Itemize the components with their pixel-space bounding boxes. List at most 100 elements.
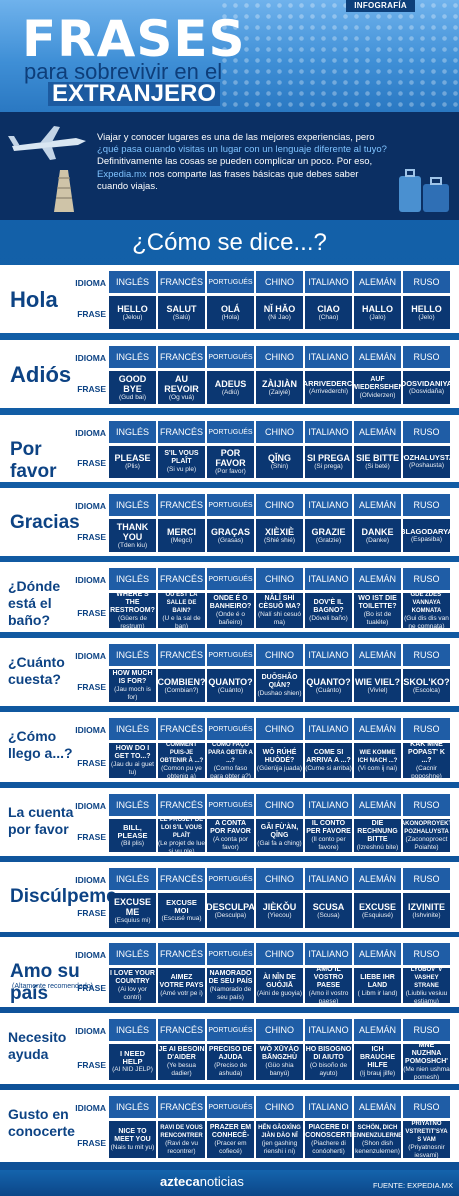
phrase-text: EXCUSE xyxy=(358,901,396,912)
phrase-cell: PLEASE (Plis) xyxy=(109,446,156,478)
language-header: ALEMÁN xyxy=(354,494,401,516)
expedia-link[interactable]: Expedia.mx xyxy=(97,168,147,180)
language-header: ALEMÁN xyxy=(354,1019,401,1041)
phrase-text: JIÈKǑU xyxy=(262,901,297,912)
phrase-text: QUANTO? xyxy=(306,676,351,687)
language-header: CHINO xyxy=(256,943,303,965)
language-header: CHINO xyxy=(256,346,303,368)
language-header: RUSO xyxy=(403,718,450,740)
language-header: ALEMÁN xyxy=(354,1096,401,1118)
phrase-text: WǑ RÚHÉ HUÒDÉ? xyxy=(262,748,297,764)
phrase-text: HELLO xyxy=(411,303,442,314)
pronunciation-text: (Poshausta) xyxy=(408,462,445,469)
language-header: ITALIANO xyxy=(305,718,352,740)
phrase-cell: NICE TO MEET YOU (Nais tu mit yu) xyxy=(109,1121,156,1158)
phrase-text: BILL, PLEASE xyxy=(117,822,148,840)
frase-label: FRASE xyxy=(77,1060,106,1070)
phrase-cell: EXCUSE ME (Esquius mi) xyxy=(109,893,156,928)
pronunciation-text: (Shon dish kenenzulernen) xyxy=(355,1139,400,1155)
phrase-note: (Altamente recomendado) xyxy=(12,983,93,990)
phrase-cell: SI PREGA (Si prega) xyxy=(305,446,352,478)
pronunciation-text: (Me nien ushma pomesh) xyxy=(403,1066,450,1080)
phrase-section: Gracias IDIOMA FRASE INGLÉS THANK YOU (Tden k… xyxy=(0,488,459,556)
phrase-label: Gracias xyxy=(10,512,80,533)
pronunciation-text: (Priyatnosnir iesvami) xyxy=(408,1143,445,1159)
pronunciation-text: (Salú) xyxy=(172,313,191,321)
phrase-cell: WǑ XŪYÀO BĀNGZHÙ (Güo shia banyú) xyxy=(256,1044,303,1080)
phrase-label: ¿Cómo llego a...? xyxy=(8,728,73,761)
frase-label: FRASE xyxy=(77,682,106,692)
pronunciation-text: (Espasiba) xyxy=(410,535,443,543)
pronunciation-text: (Cume si arriba) xyxy=(305,764,352,772)
phrase-cell: HELLO (Jelou) xyxy=(109,296,156,329)
language-header: INGLÉS xyxy=(109,718,156,740)
language-header: ALEMÁN xyxy=(354,271,401,293)
phrase-text: HELLO xyxy=(117,303,148,314)
pronunciation-text: (O bisoño de ayuto) xyxy=(309,1062,348,1077)
idioma-label: IDIOMA xyxy=(75,725,106,735)
phrase-cell: NAMORADO DE SEU PAÍS (Namorado de seu paí… xyxy=(207,968,254,1003)
pronunciation-text: (Dushao shien) xyxy=(257,689,302,697)
pronunciation-text: (Il conto per favore) xyxy=(311,835,346,851)
language-header: ITALIANO xyxy=(305,943,352,965)
phrase-text: COMO FAÇO PARA OBTER A ...? xyxy=(208,743,253,764)
phrase-text: PIACERE DI CONOSCERTI xyxy=(305,1123,352,1139)
pronunciation-text: (Danke) xyxy=(365,536,390,544)
language-header: PORTUGUÉS xyxy=(207,346,254,368)
pronunciation-text: (Si prega) xyxy=(314,463,343,470)
phrase-cell: WIE KOMME ICH NACH ...? (Vi com ij nai) xyxy=(354,743,401,778)
pronunciation-text: (Onde é o bañeiro) xyxy=(216,610,245,626)
pronunciation-text: (Hola) xyxy=(221,313,240,321)
language-header: INGLÉS xyxy=(109,868,156,890)
phrase-label: ¿Cuánto cuesta? xyxy=(8,654,65,687)
language-header: CHINO xyxy=(256,421,303,443)
phrase-text: DIE RECHNUNG BITTE xyxy=(357,819,398,843)
phrase-text: NAMORADO DE SEU PAÍS xyxy=(208,969,253,985)
phrase-section: Necesito ayuda IDIOMA FRASE INGLÉS I NEED HE… xyxy=(0,1013,459,1084)
phrase-cell: LYUBOV' V VASHEY STRANE (Liubliu vesiuu e… xyxy=(403,968,450,1003)
language-header: ALEMÁN xyxy=(354,568,401,590)
phrase-cell: AIMEZ VOTRE PAYS (Amé votr pe i) xyxy=(158,968,205,1003)
language-header: CHINO xyxy=(256,1019,303,1041)
language-header: CHINO xyxy=(256,644,303,666)
phrase-cell: BILL, PLEASE (Bil plis) xyxy=(109,819,156,852)
phrase-text: DOV'È IL BAGNO? xyxy=(313,598,344,614)
phrase-text: A CONTA POR FAVOR xyxy=(210,819,251,835)
language-header: FRANCÉS xyxy=(158,868,205,890)
phrase-text: DUŌSHǍO QIÁN? xyxy=(261,673,298,689)
phrase-text: KAK MNE POPAST' K ...? xyxy=(408,743,445,764)
phrase-text: I LOVE YOUR COUNTRY xyxy=(110,969,155,985)
language-header: RUSO xyxy=(403,421,450,443)
pronunciation-text: (Güo shia banyú) xyxy=(265,1062,294,1077)
phrase-section: ¿Dónde está el baño? IDIOMA FRASE INGLÉS WHE… xyxy=(0,562,459,632)
idioma-label: IDIOMA xyxy=(75,950,106,960)
question-heading: ¿Cómo se dice...? xyxy=(132,229,327,256)
phrase-text: AUF WIEDERSEHEN xyxy=(354,375,401,391)
phrase-cell: ZÀIJIÀN (Zaiyié) xyxy=(256,371,303,404)
phrase-cell: NǏ HǍO (Ni Jao) xyxy=(256,296,303,329)
phrase-text: HO BISOGNO DI AIUTO xyxy=(305,1046,352,1061)
pronunciation-text: (Ishvinite) xyxy=(412,911,441,919)
intro-line-1: Viajar y conocer lugares es una de las m… xyxy=(97,132,375,143)
language-header: CHINO xyxy=(256,718,303,740)
phrase-text: LYUBOV' V VASHEY STRANE xyxy=(410,968,443,989)
pronunciation-text: (Gratzie) xyxy=(315,536,342,544)
footer: aztecanoticias FUENTE: EXPEDIA.MX xyxy=(0,1170,459,1196)
frase-label: FRASE xyxy=(77,1138,106,1148)
language-header: CHINO xyxy=(256,868,303,890)
pronunciation-text: (U e la sal de ban) xyxy=(162,614,201,629)
pronunciation-text: (AI NID JELP) xyxy=(112,1066,153,1073)
pronunciation-text: (Ij brauj jilfe) xyxy=(359,1070,396,1077)
phrase-text: COMBIEN? xyxy=(158,676,205,687)
language-header: ITALIANO xyxy=(305,1096,352,1118)
phrase-cell: HO BISOGNO DI AIUTO (O bisoño de ayuto) xyxy=(305,1044,352,1080)
pronunciation-text: (Megci) xyxy=(170,536,193,544)
idioma-label: IDIOMA xyxy=(75,278,106,288)
language-header: CHINO xyxy=(256,494,303,516)
language-header: ALEMÁN xyxy=(354,644,401,666)
frase-label: FRASE xyxy=(77,608,106,618)
phrase-cell: POR FAVOR (Por favor) xyxy=(207,446,254,478)
phrase-section: ¿Cómo llego a...? IDIOMA FRASE INGLÉS HOW DO… xyxy=(0,712,459,782)
phrase-label: Discúlpeme xyxy=(10,886,117,907)
